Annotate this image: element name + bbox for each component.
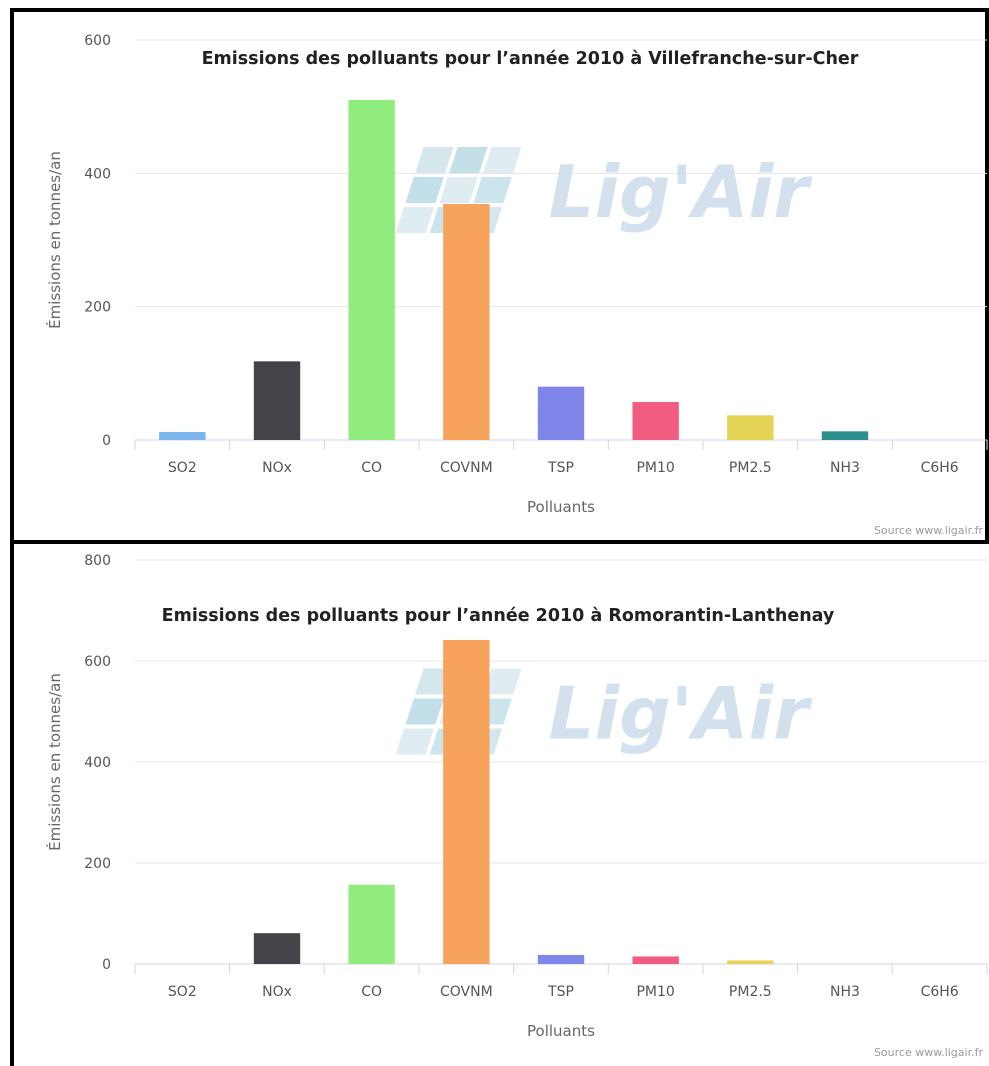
chart-panel-villefranche: 0 200 400 600 Lig'Air SO2 NOx CO COVNM TSP PM10 PM2… [10,8,989,540]
chart-villefranche: 0 200 400 600 Lig'Air SO2 NOx CO COVNM TSP PM10 PM2… [45,33,988,537]
x-category-label: PM2.5 [729,984,772,1000]
y-tick-label: 600 [84,33,111,49]
watermark-text: Lig'Air [549,672,814,756]
source-credit[interactable]: Source www.ligair.fr [874,524,984,537]
x-category-label: SO2 [168,460,197,476]
x-category-label: NH3 [830,460,860,476]
bar-co[interactable] [348,884,395,964]
x-category-label: SO2 [168,984,197,1000]
x-category-label: CO [361,984,382,1000]
bar-pm25[interactable] [727,415,774,440]
x-category-label: COVNM [440,984,493,1000]
x-category-label: C6H6 [921,460,959,476]
y-tick-label: 0 [102,433,111,449]
bar-pm25[interactable] [727,960,774,964]
x-axis-title: Polluants [527,1022,595,1040]
watermark-tile [395,728,435,755]
x-category-label: NOx [262,460,292,476]
x-axis-title: Polluants [527,498,595,516]
x-category-label: PM10 [636,984,674,1000]
x-category-label: TSP [547,460,574,476]
y-axis-title: Émissions en tonnes/an [45,151,64,329]
y-tick-label: 200 [84,300,111,316]
x-category-label: C6H6 [921,984,959,1000]
bar-nox[interactable] [253,933,301,964]
bar-nox[interactable] [253,361,301,440]
y-tick-label: 200 [84,856,111,872]
y-tick-label: 400 [84,166,111,182]
watermark-tile [449,147,488,173]
bar-co[interactable] [348,100,395,440]
watermark-tile [405,177,444,203]
x-category-label: COVNM [440,460,493,476]
watermark-tile [395,207,435,233]
chart-title: Emissions des polluants pour l’année 201… [202,49,859,69]
x-category-label: CO [361,460,382,476]
watermark-tile [483,668,522,695]
source-credit[interactable]: Source www.ligair.fr [874,1046,984,1059]
watermark-tile [473,177,512,203]
y-tick-label: 600 [84,654,111,670]
x-category-label: TSP [547,984,574,1000]
watermark-tile [439,177,478,203]
chart-panel-romorantin: 0 200 400 600 800 Lig'Air SO2 NOx CO COVNM TSP PM10… [10,540,989,1066]
chart-title: Emissions des polluants pour l’année 201… [162,606,835,626]
watermark-tile [483,147,522,173]
bar-tsp[interactable] [537,386,585,440]
watermark-text: Lig'Air [549,150,814,234]
bar-nh3[interactable] [821,431,869,440]
chart-romorantin: 0 200 400 600 800 Lig'Air SO2 NOx CO COVNM TSP PM10… [45,553,988,1059]
bar-pm10[interactable] [632,402,679,440]
watermark-tile [405,698,444,725]
y-tick-label: 800 [84,553,111,569]
y-tick-label: 0 [102,957,111,973]
y-tick-label: 400 [84,755,111,771]
bar-covnm[interactable] [443,640,490,964]
y-axis-title: Émissions en tonnes/an [45,673,64,851]
x-category-label: NOx [262,984,292,1000]
x-category-label: PM2.5 [729,460,772,476]
bar-pm10[interactable] [632,956,679,964]
watermark-tile [415,147,454,173]
bar-covnm[interactable] [443,204,490,440]
x-category-label: PM10 [636,460,674,476]
bar-tsp[interactable] [537,954,585,964]
x-category-label: NH3 [830,984,860,1000]
bar-so2[interactable] [159,432,206,440]
